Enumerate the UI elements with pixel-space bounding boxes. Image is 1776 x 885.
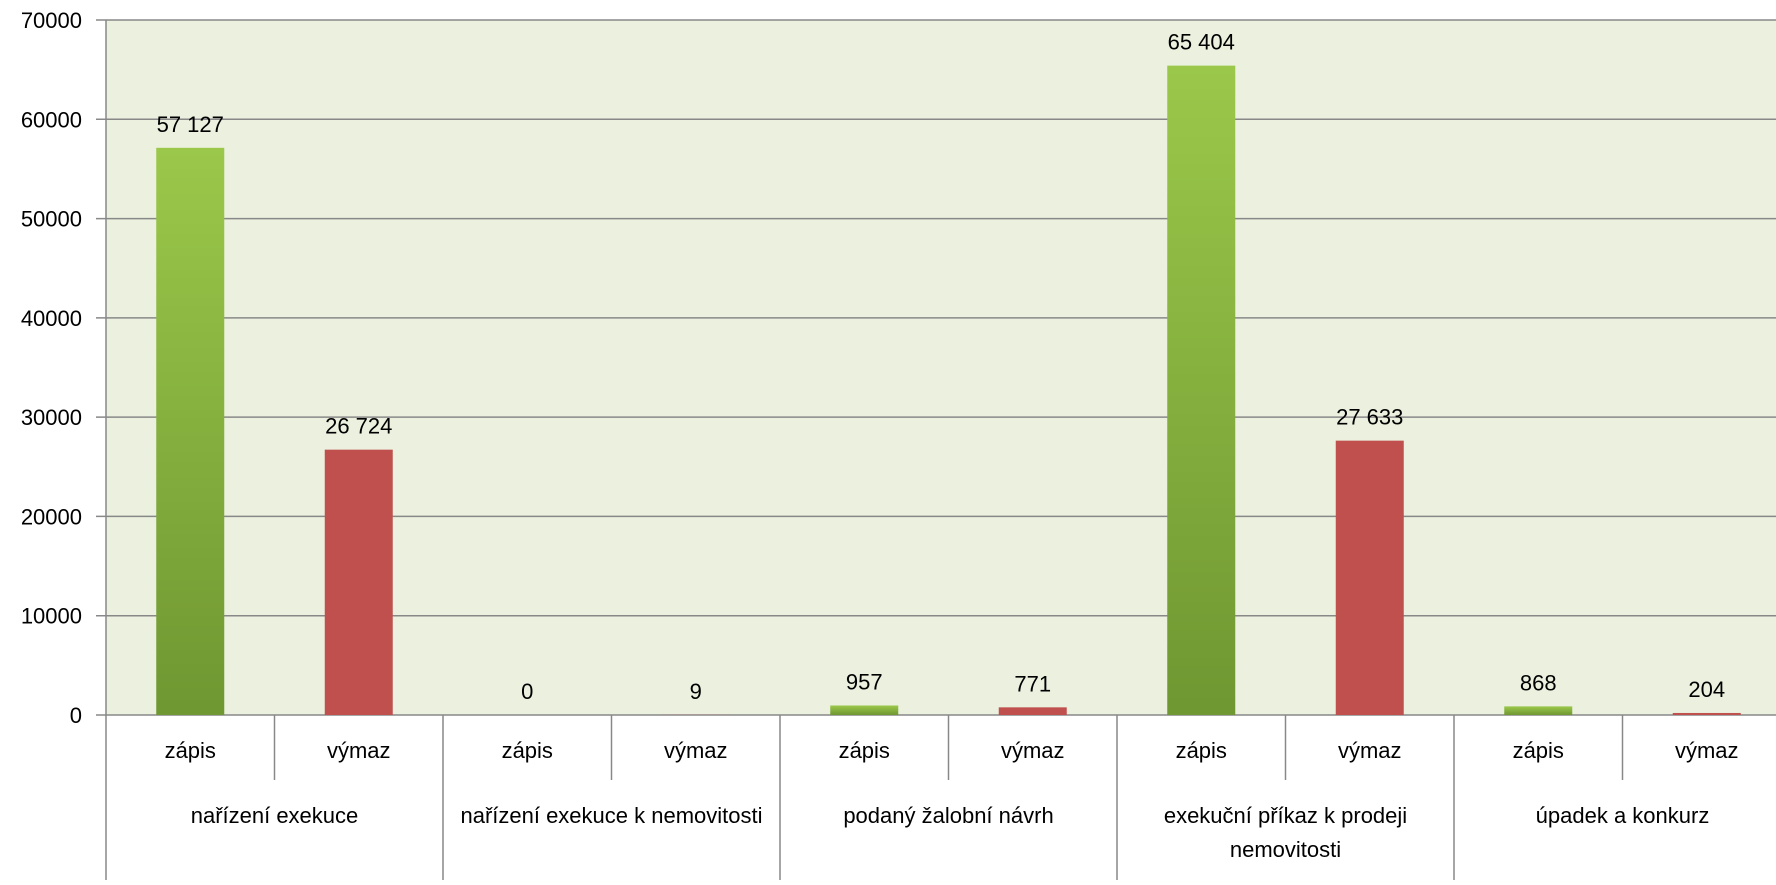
- x-category-label: zápis: [1176, 738, 1227, 763]
- bar-vymaz: [1336, 441, 1404, 715]
- x-category-label: výmaz: [327, 738, 391, 763]
- x-category-label: zápis: [502, 738, 553, 763]
- x-group-label: podaný žalobní návrh: [843, 803, 1053, 828]
- axes: 0 10000 20000 30000 40000 50000 60000 70000: [21, 8, 106, 880]
- data-label: 868: [1520, 670, 1557, 695]
- x-group-label: úpadek a konkurz: [1536, 803, 1710, 828]
- x-axis-labels: zápis výmaz zápis výmaz zápis výmaz zápis výmaz…: [165, 715, 1739, 880]
- data-label: 65 404: [1168, 30, 1235, 55]
- bar-vymaz: [325, 450, 393, 715]
- x-category-label: výmaz: [1338, 738, 1402, 763]
- x-category-label: zápis: [1513, 738, 1564, 763]
- x-category-label: zápis: [165, 738, 216, 763]
- bar-zapis: [1504, 706, 1572, 715]
- bar-zapis: [156, 148, 224, 715]
- y-tick-label: 70000: [21, 8, 82, 33]
- y-tick-label: 30000: [21, 405, 82, 430]
- data-label: 771: [1014, 671, 1051, 696]
- y-tick-label: 0: [70, 703, 82, 728]
- y-tick-label: 50000: [21, 207, 82, 232]
- data-label: 0: [521, 679, 533, 704]
- data-label: 57 127: [157, 112, 224, 137]
- x-group-label: nařízení exekuce: [191, 803, 359, 828]
- x-group-label: nemovitosti: [1230, 837, 1341, 862]
- y-tick-label: 60000: [21, 107, 82, 132]
- x-group-label: exekuční příkaz k prodeji: [1164, 803, 1407, 828]
- y-tick-label: 10000: [21, 604, 82, 629]
- x-category-label: výmaz: [1001, 738, 1065, 763]
- bar-vymaz: [999, 707, 1067, 715]
- data-label: 27 633: [1336, 405, 1403, 430]
- x-category-label: výmaz: [1675, 738, 1739, 763]
- data-label: 26 724: [325, 414, 392, 439]
- y-tick-label: 20000: [21, 504, 82, 529]
- data-label: 9: [690, 679, 702, 704]
- x-group-label: nařízení exekuce k nemovitosti: [460, 803, 762, 828]
- bar-zapis: [1167, 66, 1235, 715]
- bar-vymaz: [1673, 713, 1741, 715]
- y-tick-label: 40000: [21, 306, 82, 331]
- data-label: 204: [1688, 677, 1725, 702]
- bar-zapis: [830, 705, 898, 715]
- data-label: 957: [846, 669, 883, 694]
- x-category-label: výmaz: [664, 738, 728, 763]
- x-category-label: zápis: [839, 738, 890, 763]
